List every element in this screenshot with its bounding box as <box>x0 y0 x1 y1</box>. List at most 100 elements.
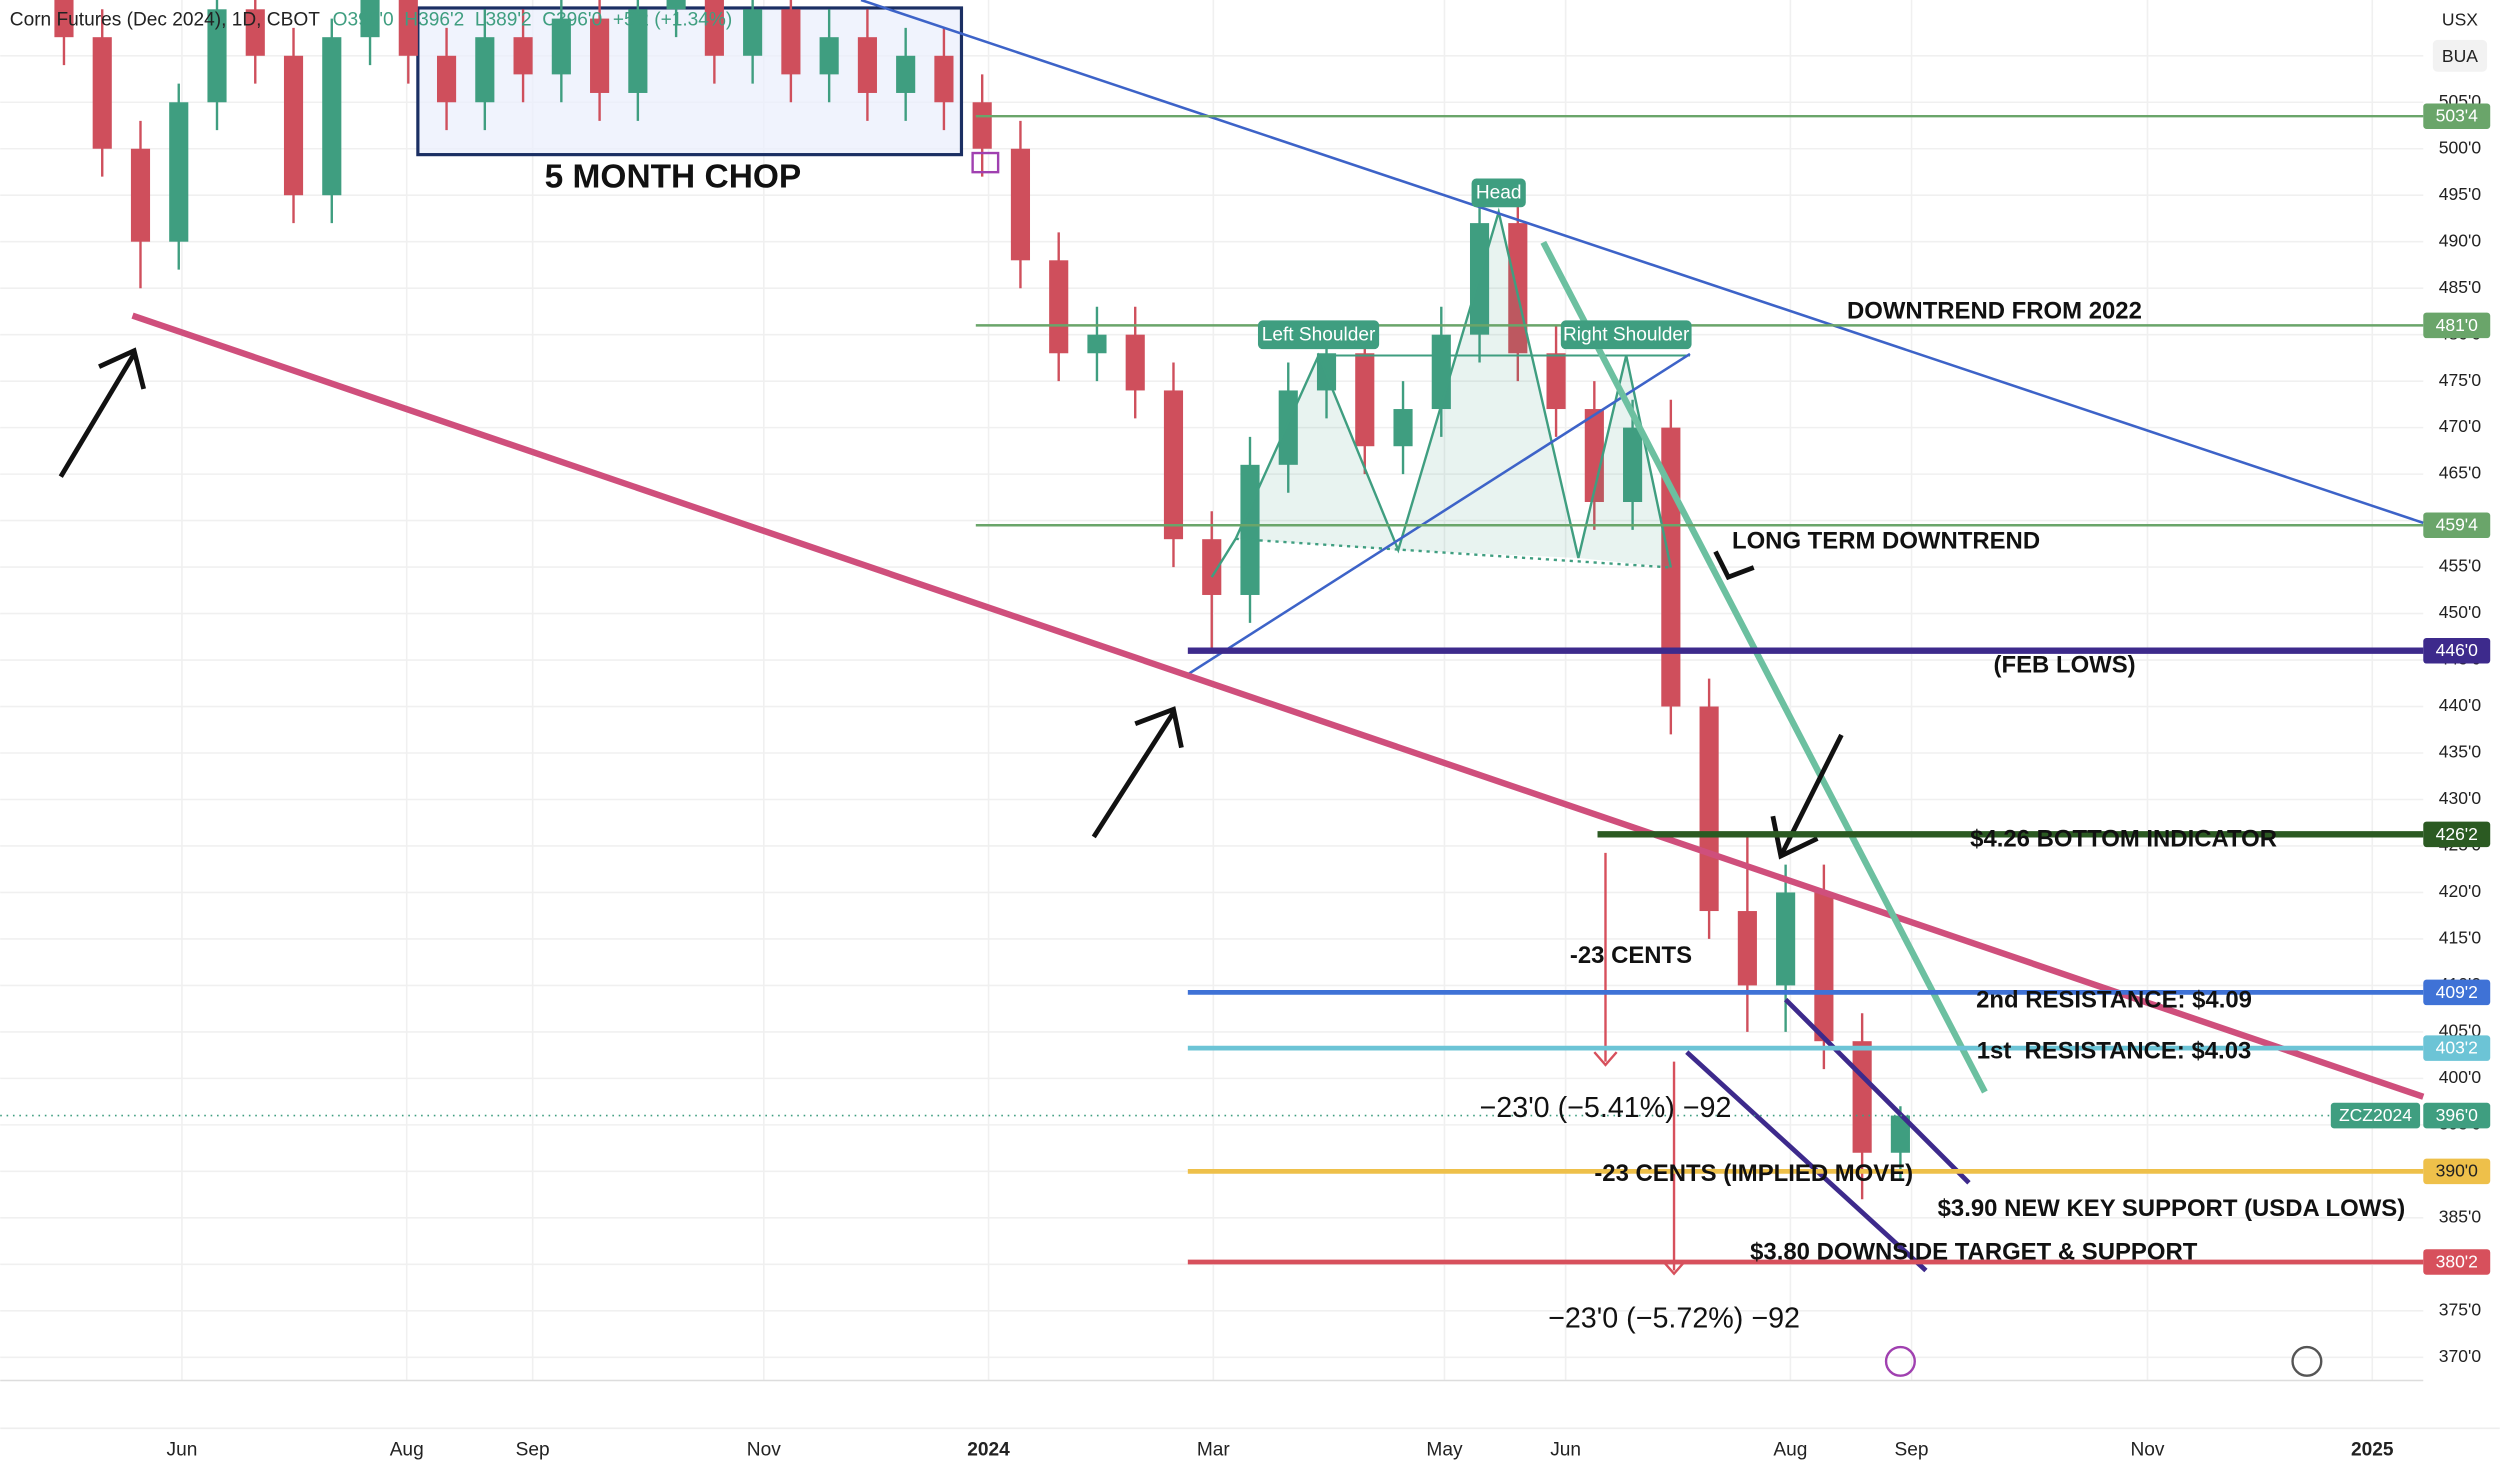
annotation: $3.90 NEW KEY SUPPORT (USDA LOWS) <box>1938 1195 2406 1222</box>
y-tick-label: 455'0 <box>2439 556 2482 576</box>
timer-icon[interactable] <box>2291 1345 2323 1377</box>
candle-body <box>628 9 648 93</box>
left-shoulder-area <box>1235 355 1399 550</box>
candle-body <box>475 37 495 103</box>
price-tag-label: 409'2 <box>2436 982 2478 1002</box>
annotation: (FEB LOWS) <box>1994 652 2136 679</box>
candle-body <box>934 55 954 103</box>
x-tick-label: 2025 <box>2351 1440 2394 1461</box>
annotation: 1st RESISTANCE: $4.03 <box>1977 1037 2252 1064</box>
candle-body <box>781 9 801 75</box>
price-tag <box>2423 1158 2491 1185</box>
y-tick-label: 465'0 <box>2439 463 2482 483</box>
candle-body <box>1699 706 1719 912</box>
candle-body <box>1890 1115 1910 1153</box>
candles <box>54 0 1910 1200</box>
candle-body <box>130 148 151 242</box>
candle-body <box>857 37 877 93</box>
candle-body <box>169 102 189 242</box>
implied-arrow <box>1661 1260 1687 1276</box>
x-tick-label: Nov <box>747 1440 781 1461</box>
marker <box>971 151 1000 174</box>
candle-body <box>1623 427 1643 503</box>
annotation: −23'0 (−5.72%) −92 <box>1548 1303 1800 1335</box>
y-tick-label: 475'0 <box>2439 370 2482 390</box>
price-tag <box>2423 637 2491 664</box>
price-tag <box>2423 1035 2491 1061</box>
annotation: $4.26 BOTTOM INDICATOR <box>1970 825 2277 852</box>
currency: USX <box>2442 9 2478 29</box>
header: Corn Futures (Dec 2024), 1D, CBOT O390'0 … <box>10 10 733 31</box>
badge-bg[interactable] <box>2432 39 2488 72</box>
price-tag <box>2423 312 2491 339</box>
y-tick-label: 470'0 <box>2439 416 2482 436</box>
candle-body <box>360 0 380 38</box>
candle-body <box>1202 539 1222 595</box>
y-tick-label: 415'0 <box>2439 928 2482 948</box>
candle-body <box>92 37 112 149</box>
y-tick-label: 500'0 <box>2439 137 2482 157</box>
price-tag-label: 390'0 <box>2436 1161 2479 1181</box>
x-tick-label: Mar <box>1197 1440 1231 1461</box>
drawings <box>58 0 2425 1276</box>
price-tag <box>2423 103 2491 129</box>
time-axis: Jun Aug Sep Nov 2024 Mar May Jun Aug Sep Nov 2025 <box>167 1440 2394 1461</box>
pattern-label: Left Shoulder <box>1262 325 1376 346</box>
price-tag-label: 403'2 <box>2436 1038 2478 1058</box>
exchange-badge[interactable]: BUA <box>2442 46 2478 66</box>
symbol-tag <box>2330 1102 2421 1129</box>
price-tag-label: 459'4 <box>2436 515 2479 535</box>
price-tag <box>2423 821 2491 848</box>
levels: 503'4 481'0 459'4 446'0 426'2 409'2 403'2 390'0… <box>0 103 2491 1275</box>
y-tick-label: 440'0 <box>2439 695 2482 715</box>
price-tag-label: 396'0 <box>2436 1105 2479 1125</box>
y-tick-label: 490'0 <box>2439 230 2482 250</box>
y-tick-label: 435'0 <box>2439 742 2482 762</box>
y-tick-label: 370'0 <box>2439 1346 2482 1366</box>
candle-body <box>743 9 763 56</box>
annotation: LONG TERM DOWNTREND <box>1732 527 2040 554</box>
price-tag-label: 380'2 <box>2436 1251 2478 1271</box>
candle-body <box>819 37 839 75</box>
long-term-downtrend <box>131 312 2425 1100</box>
steep-downtrend <box>1540 240 1988 1094</box>
y-tick-label: 375'0 <box>2439 1299 2482 1319</box>
candle-body <box>322 37 342 196</box>
pattern-badge <box>1471 178 1526 208</box>
candle-body <box>1737 911 1757 986</box>
annotation: 2nd RESISTANCE: $4.09 <box>1976 986 2252 1013</box>
candle-body <box>972 102 992 149</box>
y-tick-label: 485'0 <box>2439 277 2482 297</box>
candle-body <box>1010 148 1031 261</box>
candle-body <box>1355 353 1375 447</box>
symbol-tag-label: ZCZ2024 <box>2339 1105 2412 1125</box>
y-tick-label: 430'0 <box>2439 788 2482 808</box>
candle-body <box>54 0 74 38</box>
candle-body <box>207 9 227 103</box>
candle-body <box>666 0 686 10</box>
channel-upper <box>1783 997 1971 1185</box>
symbol-title: Corn Futures (Dec 2024), 1D, CBOT <box>10 10 320 31</box>
annotations: Head Left Shoulder Right Shoulder 5 MONTH C… <box>545 158 2406 1334</box>
alert-icon[interactable] <box>1884 1345 1916 1377</box>
time-axis-bg <box>0 1380 2500 1465</box>
candle-body <box>513 37 533 75</box>
annotation: -23 CENTS (IMPLIED MOVE) <box>1594 1160 1913 1187</box>
x-tick-label: Aug <box>1773 1440 1807 1461</box>
measure-arrow <box>1593 1051 1618 1067</box>
x-tick-label: Aug <box>390 1440 424 1461</box>
candle-body <box>1852 1041 1872 1153</box>
x-tick-label: 2024 <box>967 1440 1010 1461</box>
annotation: 5 MONTH CHOP <box>545 158 802 195</box>
candle-body <box>896 55 916 93</box>
candle-body <box>551 18 571 75</box>
candle-body <box>1393 409 1413 447</box>
x-tick-label: Sep <box>1895 1440 1929 1461</box>
price-tag-label: 503'4 <box>2436 106 2479 126</box>
price-tag <box>2423 1249 2491 1275</box>
y-tick-label: 420'0 <box>2439 881 2482 901</box>
y-tick-label: 495'0 <box>2439 184 2482 204</box>
